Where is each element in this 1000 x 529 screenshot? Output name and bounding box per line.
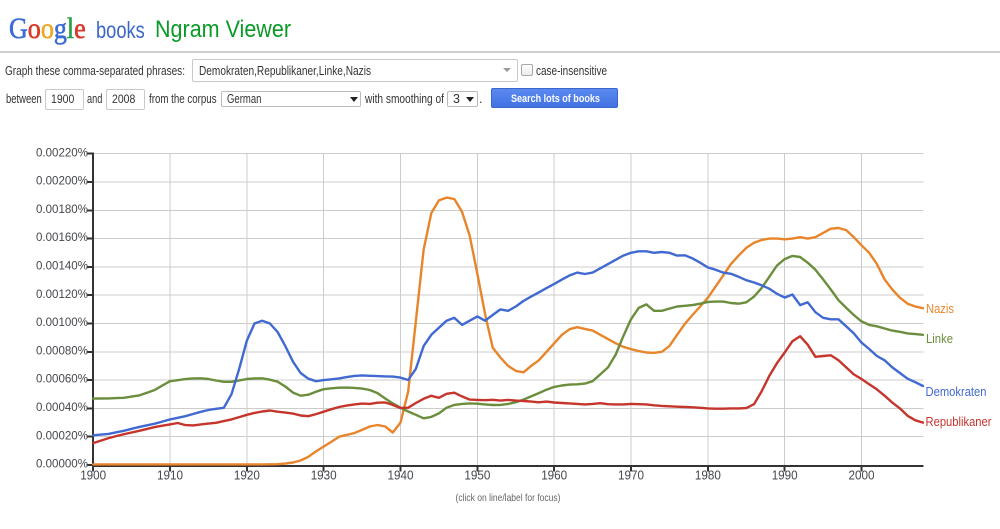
svg-text:0.00160%: 0.00160% xyxy=(36,232,88,244)
svg-text:1900: 1900 xyxy=(80,469,106,483)
svg-text:1970: 1970 xyxy=(618,469,644,483)
svg-text:Demokraten: Demokraten xyxy=(926,384,987,399)
svg-text:0.00100%: 0.00100% xyxy=(36,317,88,329)
svg-text:(click on line/label for focus: (click on line/label for focus) xyxy=(456,492,561,504)
svg-text:0.00080%: 0.00080% xyxy=(36,345,88,357)
svg-text:0.00140%: 0.00140% xyxy=(36,261,88,273)
svg-text:0.00120%: 0.00120% xyxy=(36,289,88,301)
svg-text:0.00040%: 0.00040% xyxy=(36,402,88,414)
svg-text:2000: 2000 xyxy=(849,469,875,483)
svg-text:1950: 1950 xyxy=(464,469,490,483)
svg-text:Nazis: Nazis xyxy=(926,301,954,316)
svg-text:Republikaner: Republikaner xyxy=(926,414,993,429)
svg-text:1960: 1960 xyxy=(541,469,567,483)
svg-text:0.00060%: 0.00060% xyxy=(36,374,88,386)
svg-text:0.00180%: 0.00180% xyxy=(36,204,88,216)
svg-text:1930: 1930 xyxy=(311,469,337,483)
svg-text:1940: 1940 xyxy=(388,469,414,483)
svg-text:0.00000%: 0.00000% xyxy=(36,459,88,471)
svg-text:0.00020%: 0.00020% xyxy=(36,430,88,442)
svg-text:1910: 1910 xyxy=(157,469,183,483)
svg-text:1920: 1920 xyxy=(234,469,260,483)
svg-text:0.00220%: 0.00220% xyxy=(36,147,88,159)
svg-text:0.00200%: 0.00200% xyxy=(36,176,88,188)
svg-text:1990: 1990 xyxy=(772,469,798,483)
svg-text:1980: 1980 xyxy=(695,469,721,483)
svg-text:Linke: Linke xyxy=(926,331,953,346)
